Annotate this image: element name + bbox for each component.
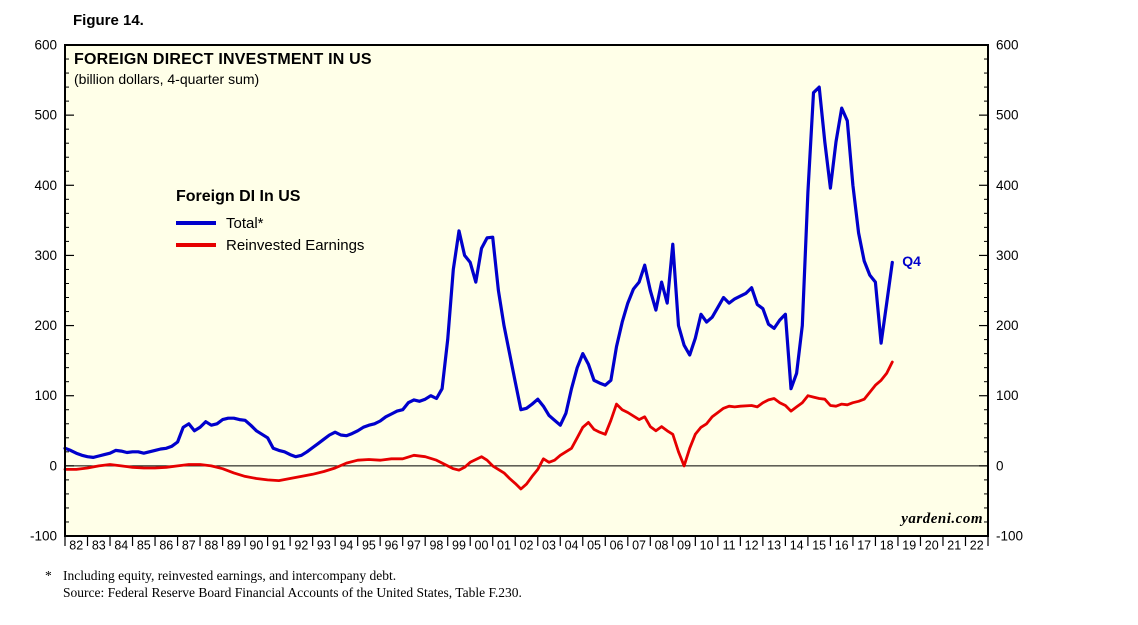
- x-axis-label: 06: [610, 539, 624, 553]
- y-axis-label-right: 300: [996, 248, 1019, 263]
- x-axis-label: 20: [925, 539, 939, 553]
- x-axis-label: 91: [272, 539, 286, 553]
- x-axis-label: 05: [587, 539, 601, 553]
- x-axis-label: 09: [677, 539, 691, 553]
- chart-title: FOREIGN DIRECT INVESTMENT IN US: [74, 51, 372, 68]
- x-axis-label: 10: [700, 539, 714, 553]
- total-line-swatch: [176, 221, 216, 225]
- x-axis-label: 93: [317, 539, 331, 553]
- reinvested-line-swatch: [176, 243, 216, 247]
- x-axis-label: 89: [227, 539, 241, 553]
- y-axis-label-right: 0: [996, 458, 1004, 473]
- legend-title: Foreign DI In US: [176, 188, 301, 205]
- chart-subtitle: (billion dollars, 4-quarter sum): [74, 71, 260, 87]
- x-axis-label: 21: [947, 539, 961, 553]
- legend-label-total: Total*: [226, 214, 264, 232]
- x-axis-label: 07: [632, 539, 646, 553]
- legend-label-reinvested: Reinvested Earnings: [226, 236, 365, 254]
- x-axis-label: 00: [475, 539, 489, 553]
- y-axis-label-right: -100: [996, 529, 1023, 544]
- figure-label: Figure 14.: [73, 12, 144, 29]
- x-axis-label: 13: [767, 539, 781, 553]
- series-line-reinvested: [63, 360, 894, 491]
- y-axis-label-left: 300: [34, 248, 57, 263]
- x-axis-label: 04: [565, 539, 579, 553]
- x-axis-label: 86: [159, 539, 173, 553]
- x-axis-label: 11: [723, 539, 736, 553]
- x-axis-label: 96: [384, 539, 398, 553]
- x-axis-label: 22: [970, 539, 984, 553]
- x-axis-label: 01: [497, 539, 511, 553]
- watermark: yardeni.com: [901, 511, 983, 527]
- y-axis-label-left: 600: [34, 38, 57, 53]
- x-axis-label: 15: [812, 539, 826, 553]
- y-axis-label-left: 0: [49, 458, 57, 473]
- y-axis-label-left: 500: [34, 108, 57, 123]
- y-axis-label-left: 200: [34, 318, 57, 333]
- x-axis-label: 98: [429, 539, 443, 553]
- legend-item-reinvested: Reinvested Earnings: [176, 234, 364, 256]
- x-axis-label: 08: [655, 539, 669, 553]
- y-axis-label-right: 600: [996, 38, 1019, 53]
- y-axis-label-right: 500: [996, 108, 1019, 123]
- y-axis-label-left: 100: [34, 388, 57, 403]
- x-axis-label: 92: [294, 539, 308, 553]
- legend: Foreign DI In US Total* Reinvested Earni…: [176, 188, 364, 256]
- footnote-asterisk: *: [45, 568, 52, 583]
- x-axis-label: 99: [452, 539, 466, 553]
- x-axis-label: 85: [137, 539, 151, 553]
- x-axis-label: 17: [857, 539, 871, 553]
- y-axis-label-right: 400: [996, 178, 1019, 193]
- footnotes: * Including equity, reinvested earnings,…: [45, 567, 522, 601]
- x-axis-label: 16: [835, 539, 849, 553]
- x-axis-label: 94: [339, 539, 353, 553]
- footnote-source: Source: Federal Reserve Board Financial …: [63, 585, 522, 600]
- y-axis-label-left: 400: [34, 178, 57, 193]
- annotation-q4: Q4: [902, 253, 921, 269]
- x-axis-label: 18: [880, 539, 894, 553]
- x-axis-label: 88: [204, 539, 218, 553]
- x-axis-label: 97: [407, 539, 421, 553]
- x-axis-label: 90: [249, 539, 263, 553]
- x-axis-label: 83: [92, 539, 106, 553]
- x-axis-label: 95: [362, 539, 376, 553]
- y-axis-label-right: 100: [996, 388, 1019, 403]
- x-axis-label: 03: [542, 539, 556, 553]
- plot-area: [65, 45, 988, 536]
- x-axis-label: 84: [114, 539, 128, 553]
- x-axis-label: 87: [182, 539, 196, 553]
- x-axis-label: 19: [902, 539, 916, 553]
- legend-item-total: Total*: [176, 212, 364, 234]
- footnote-line1: Including equity, reinvested earnings, a…: [63, 568, 397, 583]
- series-line-total: [63, 85, 894, 459]
- y-axis-label-right: 200: [996, 318, 1019, 333]
- x-axis-label: 14: [790, 539, 804, 553]
- x-axis-label: 02: [520, 539, 534, 553]
- y-axis-label-left: -100: [30, 529, 57, 544]
- plot-frame: [64, 44, 989, 537]
- x-axis-label: 82: [69, 539, 83, 553]
- x-axis-label: 12: [745, 539, 759, 553]
